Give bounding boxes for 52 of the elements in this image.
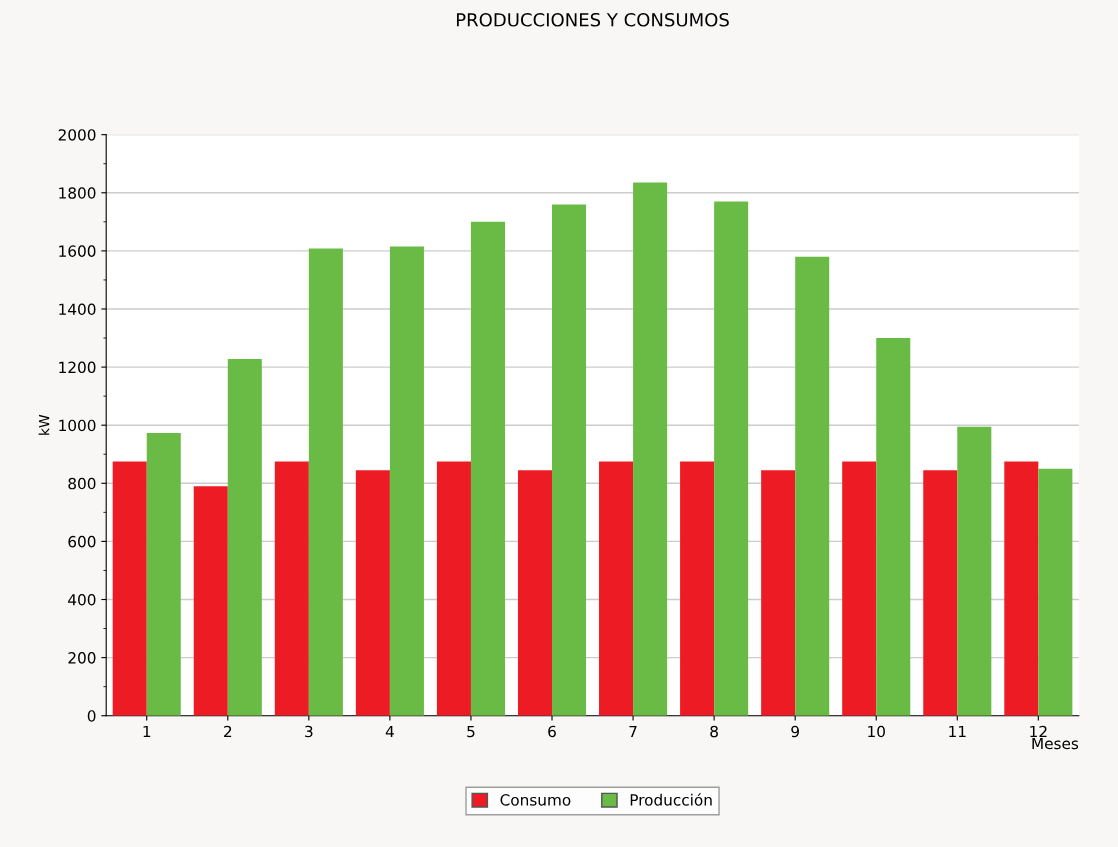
legend-label: Producción bbox=[630, 793, 712, 806]
bar bbox=[680, 461, 715, 716]
y-tick-label: 800 bbox=[68, 477, 96, 490]
y-tick-label: 600 bbox=[68, 535, 96, 548]
x-tick-label: 7 bbox=[629, 725, 637, 738]
x-tick-label: 1 bbox=[143, 725, 151, 738]
x-tick-label: 12 bbox=[1030, 725, 1047, 738]
y-tick-label: 0 bbox=[87, 710, 96, 722]
y-tick-label: 200 bbox=[68, 652, 96, 664]
y-tick-label: 1800 bbox=[59, 187, 96, 199]
x-tick-label: 10 bbox=[868, 725, 885, 738]
x-tick-label: 5 bbox=[467, 725, 475, 738]
x-tick-label: 6 bbox=[548, 725, 556, 738]
y-tick-label: 1000 bbox=[59, 419, 96, 432]
bar bbox=[227, 358, 262, 716]
bar bbox=[355, 470, 390, 716]
x-tick-label: 2 bbox=[224, 725, 232, 738]
bar bbox=[389, 246, 424, 716]
bar bbox=[112, 461, 147, 716]
y-tick-label: 1400 bbox=[59, 303, 96, 316]
bar bbox=[470, 221, 505, 716]
x-tick-label: 9 bbox=[791, 725, 799, 738]
x-tick-label: 8 bbox=[710, 725, 718, 738]
bar bbox=[923, 470, 958, 716]
y-tick-label: 1600 bbox=[59, 245, 96, 257]
y-tick-label: 400 bbox=[68, 593, 96, 606]
bar bbox=[193, 486, 228, 716]
bar bbox=[842, 461, 877, 716]
y-tick-label: 1200 bbox=[59, 361, 96, 374]
x-tick-label: 11 bbox=[949, 725, 966, 738]
bar bbox=[308, 248, 343, 716]
bar bbox=[876, 338, 911, 716]
y-axis-title: kW bbox=[38, 414, 50, 435]
x-tick-label: 4 bbox=[385, 725, 394, 738]
bar bbox=[714, 201, 749, 716]
bar bbox=[517, 470, 553, 716]
bar bbox=[436, 461, 471, 716]
bar bbox=[599, 461, 634, 716]
x-tick-label: 3 bbox=[305, 725, 313, 738]
bar bbox=[1038, 468, 1073, 716]
y-tick-label: 2000 bbox=[58, 129, 96, 141]
bar bbox=[633, 182, 668, 716]
bar bbox=[957, 426, 992, 716]
chart-title: PRODUCCIONES Y CONSUMOS bbox=[456, 12, 729, 27]
bar bbox=[1004, 461, 1039, 716]
x-axis-title: Meses bbox=[1032, 737, 1079, 750]
bar bbox=[552, 204, 587, 716]
bar bbox=[274, 461, 309, 716]
bar bbox=[795, 256, 830, 716]
bar bbox=[146, 433, 181, 716]
bar bbox=[761, 470, 796, 716]
legend-label: Consumo bbox=[500, 794, 571, 806]
